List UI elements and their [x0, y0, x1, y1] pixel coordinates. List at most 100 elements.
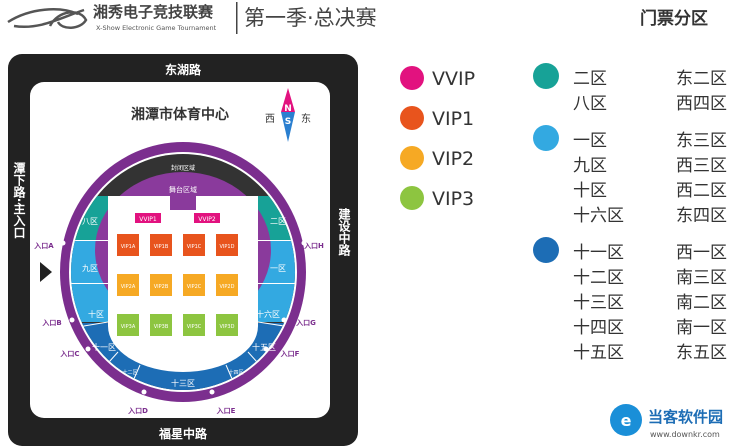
svg-text:东: 东	[301, 112, 311, 125]
entrance-c[interactable]: 入口C	[59, 350, 79, 358]
vvip1-block[interactable]	[135, 213, 161, 223]
vip-block-label: VIP3D	[220, 324, 235, 330]
zone-area: 东四区	[676, 206, 727, 226]
vip-blocks: VIP1A VIP1B VIP1C VIP1D VIP2A VIP2B VIP2C VIP2D…	[117, 234, 238, 336]
tier-label: VIP3	[432, 188, 474, 210]
vip-block-label: VIP2C	[187, 284, 202, 290]
zone-section: 十五区	[573, 343, 624, 363]
vip-block[interactable]	[150, 314, 172, 336]
tier-color-swatch	[400, 66, 424, 90]
zone-section: 九区	[573, 156, 607, 176]
vip-block[interactable]	[216, 234, 238, 256]
road-top: 东湖路	[165, 62, 202, 77]
vip-block[interactable]	[150, 234, 172, 256]
zone-area: 东五区	[676, 343, 727, 363]
vip-block-label: VIP2D	[220, 284, 235, 290]
zone-area: 南三区	[676, 268, 727, 288]
zone-area: 南二区	[676, 293, 727, 313]
section-label: 十六区	[256, 309, 280, 319]
road-right: 建设中路	[337, 207, 351, 257]
header-divider	[236, 2, 238, 34]
zone-color-swatch	[533, 63, 559, 89]
compass-icon: N S 西 东	[265, 88, 311, 142]
vip-block[interactable]	[183, 274, 205, 296]
zone-area: 西一区	[676, 243, 727, 263]
vip-block[interactable]	[117, 234, 139, 256]
zone-area: 南一区	[676, 318, 727, 338]
svg-text:S: S	[285, 117, 291, 127]
section-label: 十五区	[252, 342, 276, 352]
zone-area: 西四区	[676, 94, 727, 114]
zone-area: 东三区	[676, 131, 727, 151]
zone-section: 二区	[573, 69, 607, 89]
vip-block-label: VIP1C	[187, 244, 202, 250]
road-bottom: 福星中路	[158, 426, 208, 441]
vip-block-label: VIP1D	[220, 244, 235, 250]
vvip1-label: VVIP1	[139, 216, 157, 223]
watermark: e 当客软件园 www.downkr.com	[610, 404, 723, 439]
section-label: 十二区	[122, 369, 137, 376]
vip-block-label: VIP2A	[121, 284, 136, 290]
zone-section: 十四区	[573, 318, 624, 338]
zone-area: 西三区	[676, 156, 727, 176]
tier-color-swatch	[400, 106, 424, 130]
tier-legend: VVIP VIP1 VIP2 VIP3	[400, 66, 475, 210]
stage-area-label: 舞台区域	[169, 185, 197, 194]
entrance-b[interactable]: 入口B	[41, 319, 61, 327]
ticket-zones-heading: 门票分区	[640, 8, 708, 29]
entrance-f[interactable]: 入口F	[280, 350, 300, 358]
entrance-dots	[60, 240, 307, 395]
entrance-h[interactable]: 入口H	[303, 242, 324, 250]
svg-text:N: N	[284, 104, 292, 114]
vip-block[interactable]	[117, 314, 139, 336]
league-name: 湘秀电子竞技联赛	[93, 3, 214, 21]
section-label: 八区	[82, 217, 98, 226]
section-label: 十区	[88, 309, 104, 319]
zone-section: 十六区	[573, 206, 624, 226]
svg-text:西: 西	[265, 114, 275, 125]
entrance-a[interactable]: 入口A	[33, 242, 54, 250]
vip-block-label: VIP1A	[121, 244, 136, 250]
entrance-e[interactable]: 入口E	[216, 407, 236, 415]
vip-block-label: VIP2B	[154, 284, 169, 290]
vip-block[interactable]	[216, 274, 238, 296]
vvip2-block[interactable]	[194, 213, 220, 223]
zone-section: 十区	[573, 181, 607, 201]
tier-label: VVIP	[432, 68, 475, 90]
vip-block[interactable]	[183, 314, 205, 336]
zone-section: 十一区	[573, 243, 624, 263]
zone-color-swatch	[533, 125, 559, 151]
vip-block[interactable]	[216, 314, 238, 336]
vip-block[interactable]	[150, 274, 172, 296]
entrance-g[interactable]: 入口G	[295, 319, 316, 327]
main-entrance-arrow-icon	[40, 262, 52, 282]
zone-section: 十二区	[573, 268, 624, 288]
zone-area: 西二区	[676, 181, 727, 201]
entrance-d[interactable]: 入口D	[127, 407, 148, 415]
event-title: 第一季·总决赛	[244, 6, 377, 30]
section-label: 一区	[270, 264, 286, 273]
zone-section: 八区	[573, 94, 607, 114]
league-logo	[7, 8, 88, 29]
watermark-logo-icon	[610, 404, 642, 436]
vip-block[interactable]	[183, 234, 205, 256]
svg-text:www.downkr.com: www.downkr.com	[650, 430, 720, 439]
tier-color-swatch	[400, 146, 424, 170]
tier-color-swatch	[400, 186, 424, 210]
road-left: 潭下路·主入口	[12, 160, 26, 239]
section-label: 二区	[270, 217, 286, 226]
venue-name: 湘潭市体育中心	[131, 106, 229, 123]
section-label: 十四区	[228, 369, 243, 376]
vvip2-label: VVIP2	[198, 216, 216, 223]
zone-section: 一区	[573, 131, 607, 151]
vip-block-label: VIP3C	[187, 324, 202, 330]
tier-label: VIP1	[432, 108, 474, 130]
section-label: 十三区	[171, 378, 195, 388]
zone-area: 东二区	[676, 69, 727, 89]
vip-block[interactable]	[117, 274, 139, 296]
svg-text:e: e	[621, 411, 632, 430]
svg-text:当客软件园: 当客软件园	[648, 408, 723, 426]
closed-area-label: 封闭区域	[171, 164, 195, 172]
